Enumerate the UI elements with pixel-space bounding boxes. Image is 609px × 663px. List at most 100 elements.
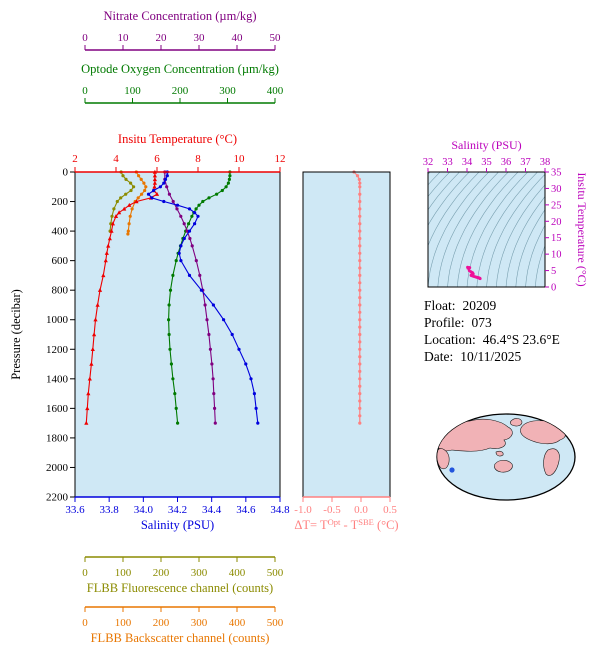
svg-text:500: 500: [267, 567, 284, 579]
svg-text:Nitrate Concentration (µm/kg): Nitrate Concentration (µm/kg): [104, 9, 257, 23]
svg-text:400: 400: [267, 85, 284, 97]
float-label: Float:: [424, 298, 456, 313]
svg-text:32: 32: [423, 157, 434, 168]
svg-text:FLBB Backscatter channel (coun: FLBB Backscatter channel (counts): [91, 631, 270, 645]
axis-temperature: 2 4 6 8 10 12 Insitu Temperature (°C): [72, 132, 286, 173]
svg-text:Pressure (decibar): Pressure (decibar): [9, 289, 23, 380]
axis-fluorescence: 0 100 200 300 400 500 FLBB Fluorescence channe…: [82, 556, 284, 595]
svg-text:400: 400: [52, 226, 69, 238]
profile-value: 073: [471, 315, 492, 330]
svg-text:-0.5: -0.5: [323, 504, 341, 516]
pressure-axis: 0 200 400 600 800 1000 1200 1400 1600 1800 2000 220…: [9, 167, 75, 504]
svg-text:35: 35: [481, 157, 492, 168]
continents: [437, 418, 566, 476]
svg-text:4: 4: [113, 153, 119, 165]
svg-text:34.0: 34.0: [134, 504, 154, 516]
svg-text:1200: 1200: [46, 344, 69, 356]
float-value: 20209: [462, 298, 497, 313]
svg-text:30: 30: [551, 184, 562, 195]
profile-line: Profile: 073: [424, 314, 560, 331]
svg-text:200: 200: [153, 567, 170, 579]
svg-text:Optode Oxygen Concentration (µ: Optode Oxygen Concentration (µm/kg): [81, 62, 279, 76]
svg-text:2: 2: [72, 153, 78, 165]
series-salinity: [146, 170, 260, 425]
density-contours: [428, 172, 545, 287]
svg-text:200: 200: [52, 196, 69, 208]
svg-text:38: 38: [540, 157, 551, 168]
svg-text:100: 100: [115, 567, 132, 579]
svg-text:400: 400: [229, 567, 246, 579]
svg-text:500: 500: [267, 617, 284, 629]
world-map: [436, 413, 576, 501]
delta-t-title: ΔT= TOpt - TSBE (°C): [294, 517, 398, 532]
svg-text:-1.0: -1.0: [294, 504, 312, 516]
svg-text:0.5: 0.5: [383, 504, 397, 516]
profile-plot: 0200400600800100012001400160018002000220…: [9, 9, 290, 645]
location-value: 46.4°S 23.6°E: [482, 332, 560, 347]
svg-text:34: 34: [462, 157, 473, 168]
svg-text:200: 200: [172, 85, 189, 97]
svg-text:10: 10: [234, 153, 246, 165]
svg-text:600: 600: [52, 255, 69, 267]
svg-text:6: 6: [154, 153, 160, 165]
svg-text:0: 0: [551, 283, 556, 294]
svg-text:400: 400: [229, 617, 246, 629]
svg-text:5: 5: [551, 266, 556, 277]
svg-text:25: 25: [551, 200, 562, 211]
axis-salinity: 33.6 33.8 34.0 34.2 34.4 34.6 34.8 Salinity (PS…: [65, 496, 290, 532]
svg-text:30: 30: [194, 32, 206, 44]
svg-text:1600: 1600: [46, 403, 69, 415]
svg-text:300: 300: [219, 85, 236, 97]
svg-text:33.8: 33.8: [100, 504, 120, 516]
svg-text:10: 10: [551, 250, 562, 261]
location-line: Location: 46.4°S 23.6°E: [424, 331, 560, 348]
svg-text:Insitu Temperature (°C): Insitu Temperature (°C): [118, 132, 237, 146]
delta-t-plot: -1.0 -0.5 0.0 0.5ΔT= TOpt - TSBE (°C): [294, 170, 399, 532]
axis-nitrate: 0 10 20 30 40 50 Nitrate Concentration (µm/kg): [82, 9, 282, 51]
date-line: Date: 10/11/2025: [424, 348, 560, 365]
svg-text:1000: 1000: [46, 314, 69, 326]
series-fluorescence: [108, 170, 136, 233]
axis-oxygen: 0 100 200 300 400 Optode Oxygen Concentration…: [81, 62, 284, 104]
svg-text:1800: 1800: [46, 432, 69, 444]
svg-text:0: 0: [82, 567, 88, 579]
svg-text:0: 0: [82, 32, 88, 44]
svg-text:0.0: 0.0: [354, 504, 368, 516]
svg-text:Salinity (PSU): Salinity (PSU): [141, 518, 214, 532]
svg-text:2000: 2000: [46, 462, 69, 474]
profile-label: Profile:: [424, 315, 465, 330]
svg-text:2200: 2200: [46, 492, 69, 504]
svg-text:50: 50: [270, 32, 282, 44]
svg-text:12: 12: [275, 153, 286, 165]
svg-text:800: 800: [52, 285, 69, 297]
svg-text:20: 20: [551, 217, 562, 228]
axis-backscatter: 0 100 200 300 400 500 FLBB Backscatter channel…: [82, 606, 284, 645]
svg-text:20: 20: [156, 32, 168, 44]
svg-text:15: 15: [551, 233, 562, 244]
svg-text:34.8: 34.8: [270, 504, 290, 516]
svg-text:300: 300: [191, 617, 208, 629]
date-label: Date:: [424, 349, 454, 364]
svg-text:1400: 1400: [46, 373, 69, 385]
date-value: 10/11/2025: [460, 349, 522, 364]
ts-diagram: 32 33 34 35 36 37 38 Salinity (PSU) 0 5 10 15 20 25 30…: [423, 138, 589, 294]
float-id-line: Float: 20209: [424, 297, 560, 314]
svg-text:0: 0: [63, 167, 69, 179]
svg-text:FLBB Fluorescence channel (cou: FLBB Fluorescence channel (counts): [87, 581, 273, 595]
svg-text:34.2: 34.2: [168, 504, 187, 516]
svg-text:35: 35: [551, 168, 562, 179]
svg-text:37: 37: [520, 157, 531, 168]
svg-text:Salinity (PSU): Salinity (PSU): [451, 138, 521, 152]
svg-text:8: 8: [195, 153, 201, 165]
svg-text:40: 40: [232, 32, 244, 44]
svg-text:34.6: 34.6: [236, 504, 256, 516]
svg-text:34.4: 34.4: [202, 504, 222, 516]
svg-text:36: 36: [501, 157, 512, 168]
svg-text:100: 100: [124, 85, 141, 97]
series-nitrate: [163, 170, 217, 425]
svg-text:100: 100: [115, 617, 132, 629]
svg-text:33.6: 33.6: [65, 504, 85, 516]
svg-text:0: 0: [82, 85, 88, 97]
